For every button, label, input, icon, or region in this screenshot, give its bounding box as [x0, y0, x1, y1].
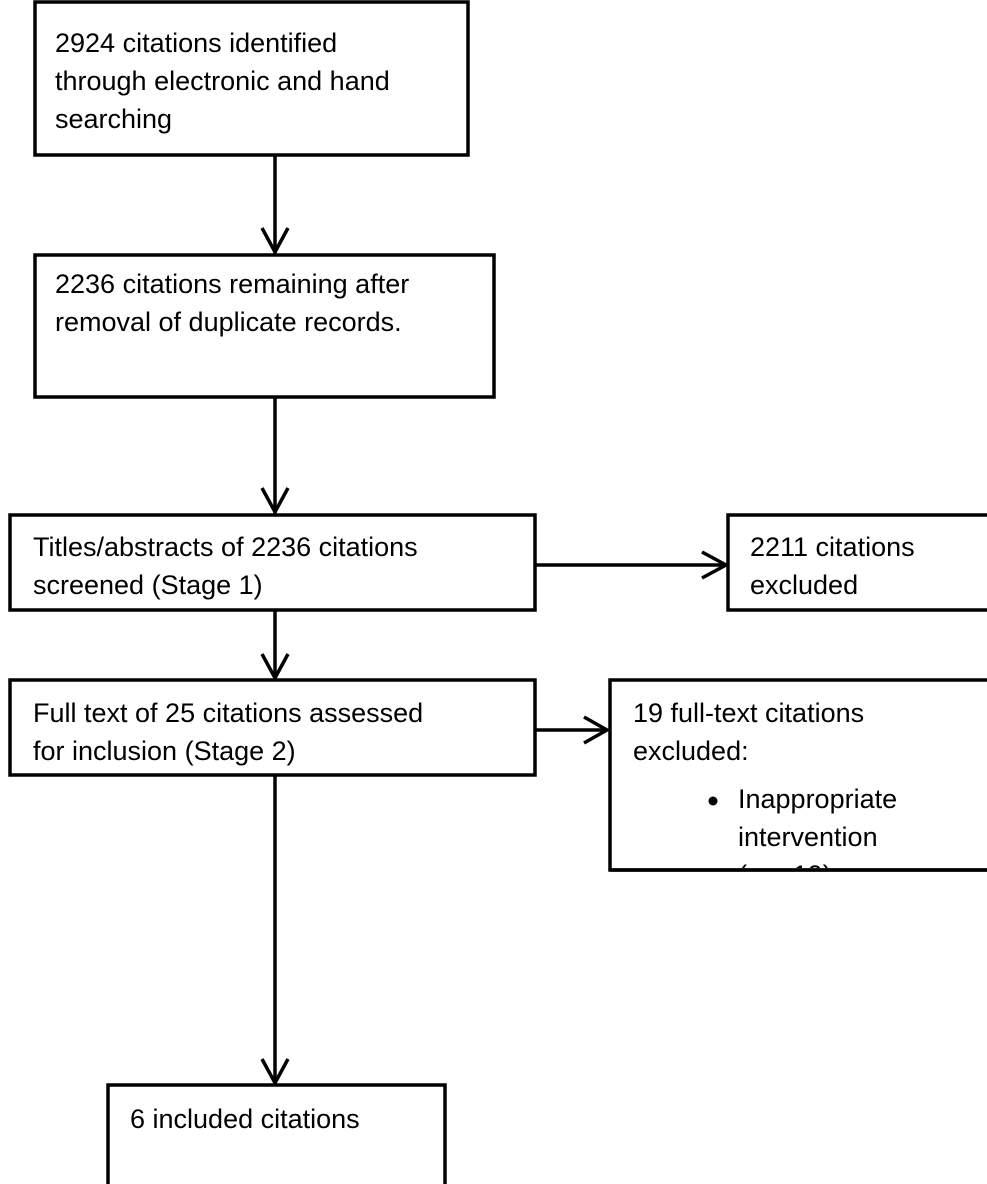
- node-box: [726, 513, 987, 612]
- node-text: 6 included citations: [130, 1104, 360, 1134]
- node-text: Full text of 25 citations assessed: [33, 698, 423, 728]
- node-text: searching: [55, 104, 172, 134]
- node-text: through electronic and hand: [55, 66, 390, 96]
- arrow-head: [260, 227, 290, 256]
- node: 6 included citations: [106, 1083, 447, 1184]
- node-box: [33, 0, 470, 157]
- node-text: 2924 citations identified: [55, 28, 337, 58]
- node: Titles/abstracts of 2236 citations scree…: [8, 513, 537, 612]
- connectors: [260, 155, 730, 1087]
- node-text: excluded:: [633, 736, 749, 766]
- node-box: [8, 513, 537, 612]
- arrow-head: [583, 715, 611, 745]
- node-text: removal of duplicate records.: [55, 307, 402, 337]
- bullet-text: intervention: [738, 822, 878, 852]
- node-text: 2236 citations remaining after: [55, 269, 409, 299]
- arrow-head: [260, 487, 290, 516]
- node: 2211 citations excluded: [726, 513, 987, 612]
- node-text: 2211 citations: [750, 532, 915, 562]
- node-text: for inclusion (Stage 2): [33, 736, 296, 766]
- arrow-head: [260, 1058, 290, 1087]
- node: 2236 citations remaining after removal o…: [33, 253, 496, 399]
- bullet: [708, 796, 718, 806]
- arrow-head: [260, 653, 290, 682]
- node-box: [8, 678, 537, 777]
- arrow-head: [701, 550, 730, 580]
- node-content: 19 full-text citations excluded: Inappro…: [633, 698, 897, 890]
- node-text: Titles/abstracts of 2236 citations: [33, 532, 418, 562]
- node-box: [106, 1083, 447, 1184]
- node-box: [33, 253, 496, 399]
- node: 2924 citations identified through electr…: [33, 0, 470, 157]
- node: 19 full-text citations excluded: Inappro…: [608, 678, 987, 890]
- node-box: [608, 678, 987, 872]
- node-text: 19 full-text citations: [633, 698, 864, 728]
- node-text: excluded: [750, 570, 858, 600]
- node: Full text of 25 citations assessed for i…: [8, 678, 537, 777]
- node-text: screened (Stage 1): [33, 570, 263, 600]
- bullet-text: (n = 19): [738, 860, 832, 890]
- bullet-text: Inappropriate: [738, 784, 897, 814]
